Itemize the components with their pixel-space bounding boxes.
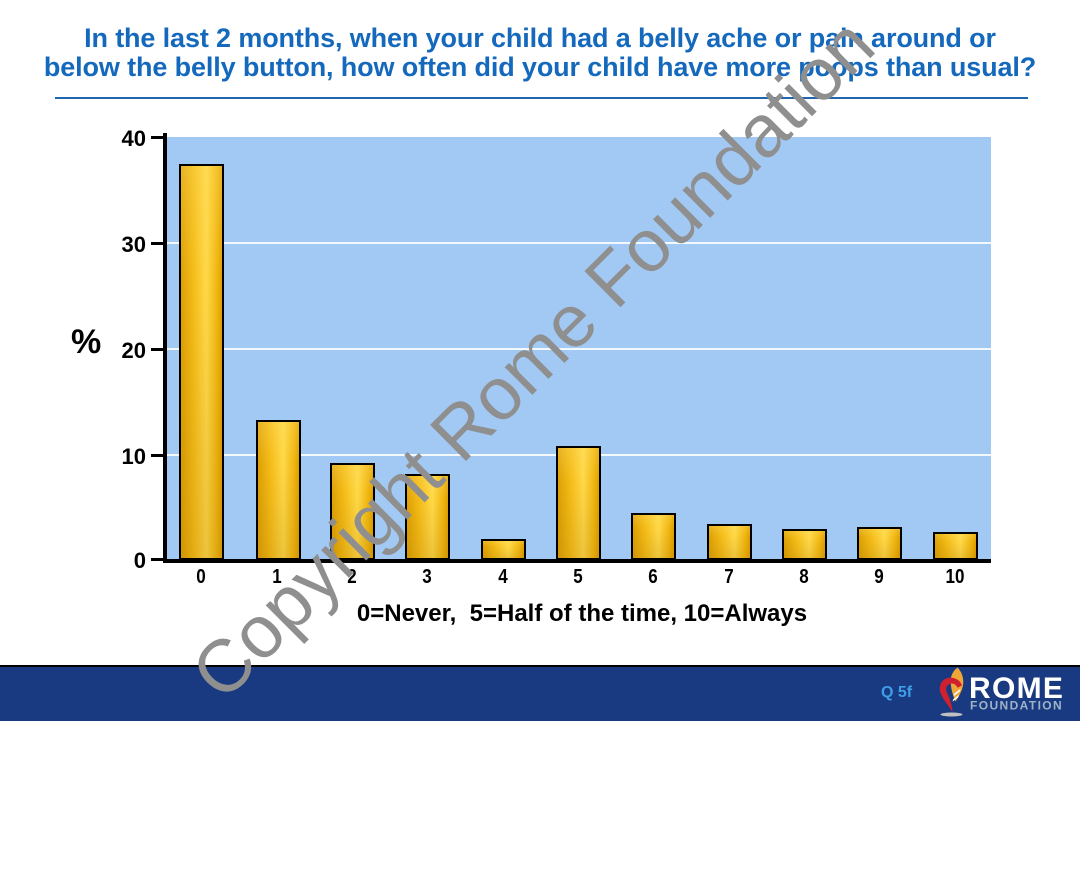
svg-text:ROME: ROME [969, 672, 1064, 705]
svg-text:FOUNDATION: FOUNDATION [970, 699, 1063, 713]
